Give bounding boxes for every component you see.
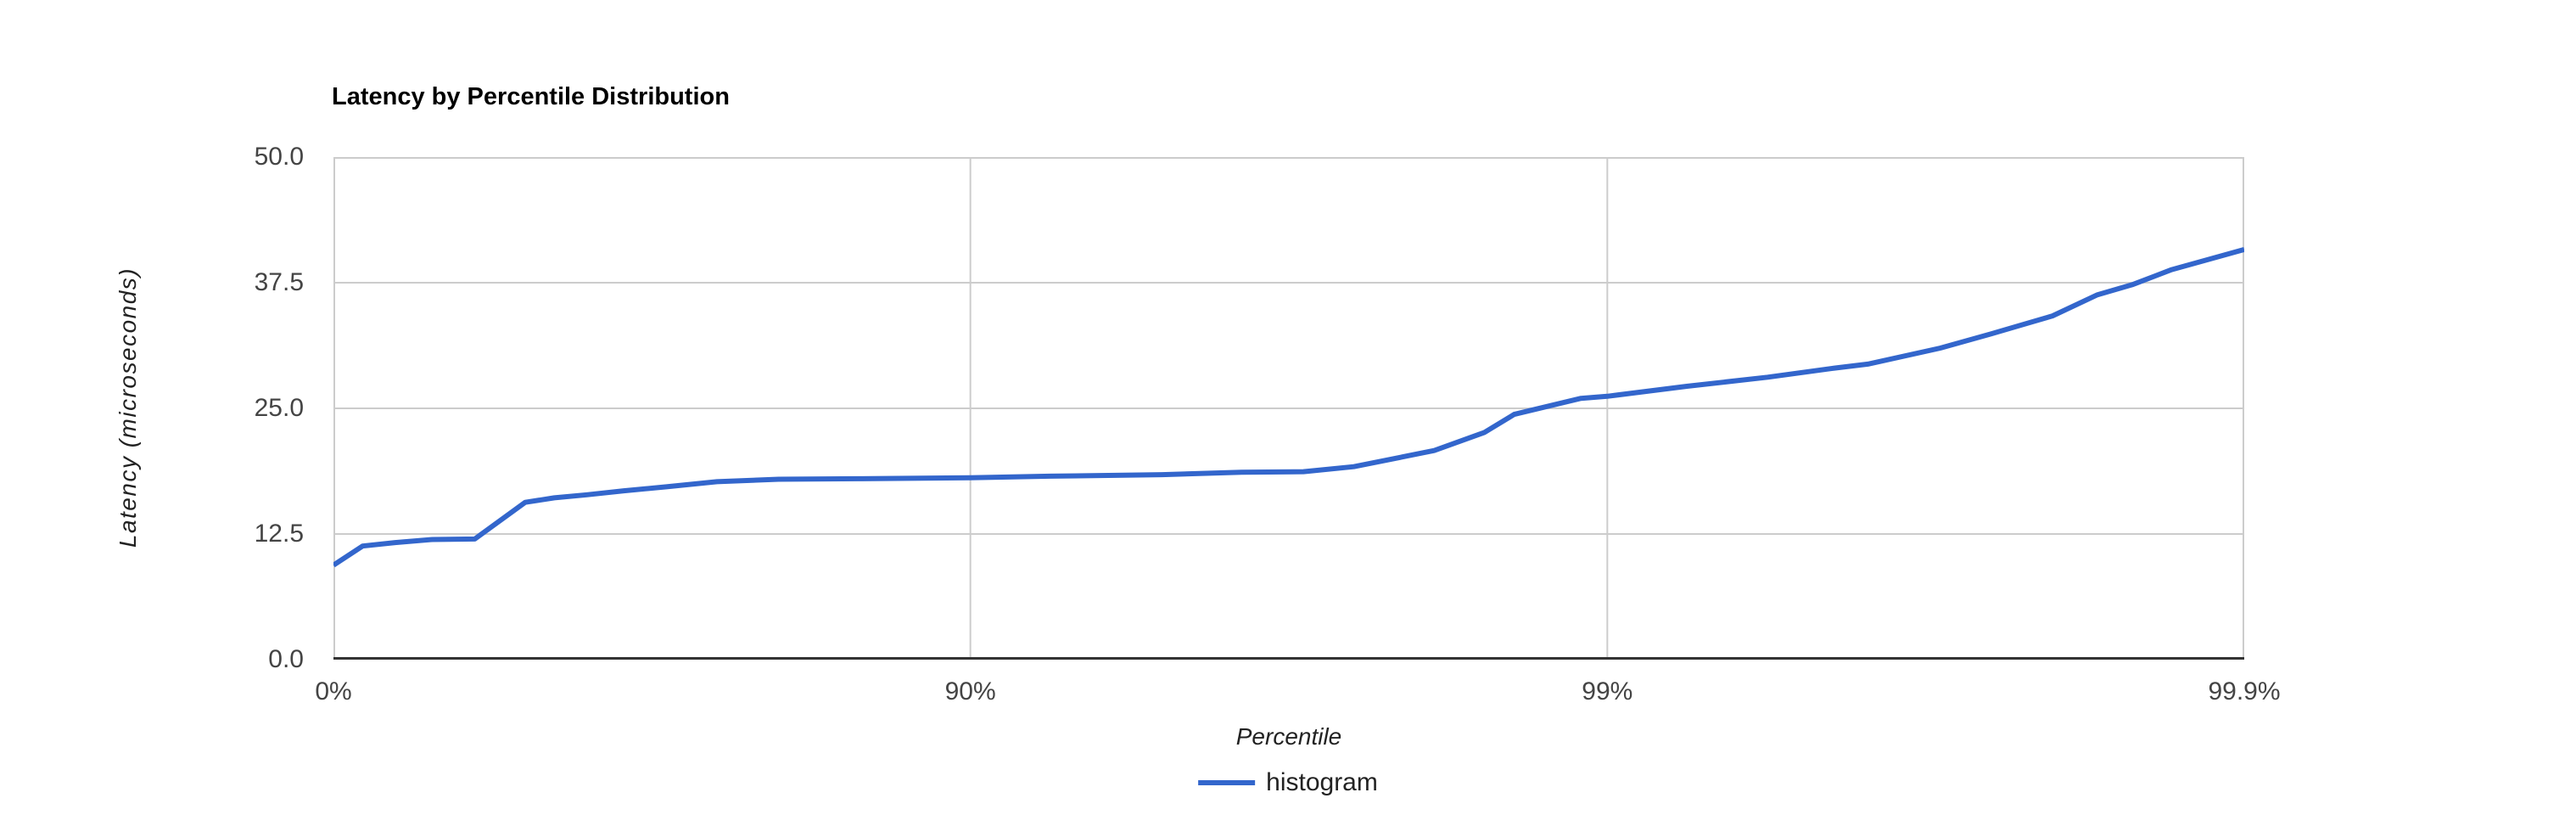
x-tick-label-99%: 99%: [1582, 677, 1633, 705]
x-tick-label-90%: 90%: [944, 677, 996, 705]
legend: histogram: [1198, 768, 1378, 797]
legend-line-swatch: [1198, 780, 1256, 785]
y-tick-label-37.5: 37.5: [254, 268, 304, 296]
y-axis-title: Latency (microseconds): [115, 267, 141, 548]
y-tick-label-0.0: 0.0: [268, 645, 304, 673]
plot-area: [333, 157, 2244, 660]
chart-title: Latency by Percentile Distribution: [332, 83, 730, 110]
x-tick-label-0%: 0%: [315, 677, 352, 705]
x-axis-title: Percentile: [1235, 723, 1342, 750]
y-tick-label-12.5: 12.5: [254, 520, 304, 548]
x-tick-label-99.9%: 99.9%: [2208, 677, 2281, 705]
y-tick-label-50.0: 50.0: [254, 143, 304, 171]
histogram-line: [333, 247, 2244, 568]
legend-label: histogram: [1266, 768, 1378, 796]
y-tick-label-25.0: 25.0: [254, 394, 304, 422]
plot-svg: [333, 157, 2244, 660]
